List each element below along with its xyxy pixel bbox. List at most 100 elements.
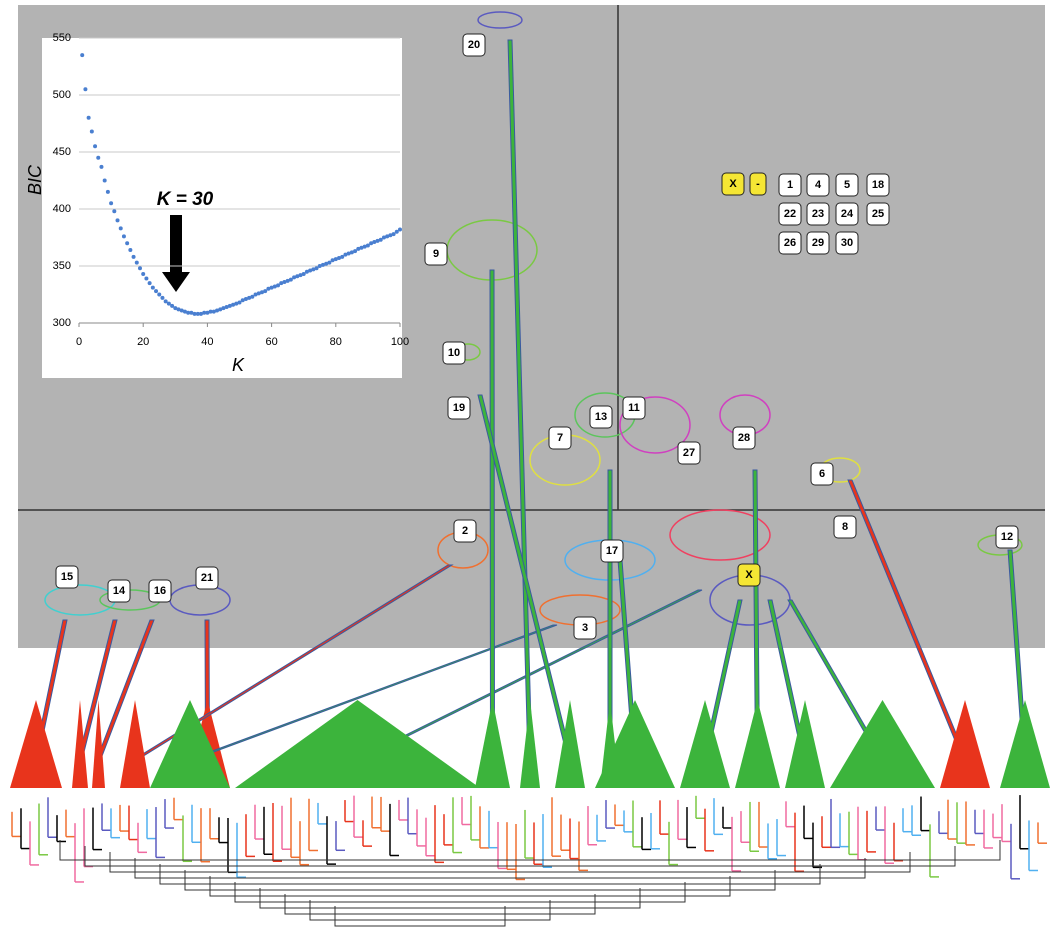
tree-branch — [159, 864, 821, 885]
legend-box — [806, 202, 830, 226]
point — [128, 248, 133, 253]
point — [189, 310, 194, 315]
legend-box — [721, 172, 745, 196]
point — [115, 218, 120, 223]
point — [118, 226, 123, 231]
cluster-label: 8 — [842, 521, 848, 533]
point — [154, 289, 159, 294]
x-axis-label: K — [232, 355, 245, 375]
point — [369, 241, 374, 246]
label-box — [589, 405, 613, 429]
legend-label: 18 — [872, 179, 884, 191]
point — [166, 301, 171, 306]
annotation: K = 30 — [157, 189, 214, 210]
legend-box — [835, 173, 859, 197]
point — [340, 254, 345, 259]
point — [333, 257, 338, 262]
legend-box — [866, 202, 890, 226]
y-tick-label: 450 — [53, 146, 71, 158]
point — [211, 309, 216, 314]
cluster-label: 12 — [1001, 531, 1013, 543]
clade-triangle — [555, 700, 585, 788]
y-tick-label: 300 — [53, 317, 71, 329]
point — [131, 254, 136, 259]
cluster-label: 3 — [582, 622, 588, 634]
cluster-label: 17 — [606, 545, 618, 557]
label-box — [195, 566, 219, 590]
legend-box — [806, 231, 830, 255]
point — [372, 240, 377, 245]
tree-branch — [334, 906, 506, 927]
point — [398, 227, 402, 232]
cluster-label: 10 — [448, 347, 460, 359]
point — [263, 289, 268, 294]
tree-branch — [284, 894, 596, 915]
point — [298, 273, 303, 278]
point — [83, 87, 88, 92]
point — [237, 300, 242, 305]
point — [301, 271, 306, 276]
y-tick-label: 550 — [53, 32, 71, 44]
point — [93, 144, 98, 149]
point — [330, 258, 335, 263]
tree-branch — [59, 840, 1001, 861]
point — [205, 310, 210, 315]
point — [272, 284, 277, 289]
point — [349, 250, 354, 255]
legend-label: 4 — [815, 179, 822, 191]
x-tick-label: 0 — [76, 336, 82, 348]
y-tick-label: 350 — [53, 260, 71, 272]
tree-branch — [309, 900, 551, 921]
cluster-label: 6 — [819, 468, 825, 480]
label-box — [462, 33, 486, 57]
point — [121, 234, 126, 239]
label-box — [424, 242, 448, 266]
point — [221, 306, 226, 311]
legend-box — [806, 173, 830, 197]
y-tick-label: 400 — [53, 203, 71, 215]
x-tick-label: 80 — [330, 336, 342, 348]
point — [160, 295, 165, 300]
point — [365, 243, 370, 248]
point — [218, 307, 223, 312]
label-box — [148, 579, 172, 603]
inset-chart: 300 350 400 450 500 550 0 20 40 60 80 100 — [53, 32, 410, 348]
legend-box — [778, 231, 802, 255]
clade-triangle — [940, 700, 990, 788]
tree-branch — [109, 852, 911, 873]
legend-box — [778, 173, 802, 197]
x-tick-label: 100 — [391, 336, 409, 348]
point — [279, 281, 284, 286]
label-box — [442, 341, 466, 365]
point — [391, 232, 396, 237]
point — [99, 164, 104, 169]
point — [362, 244, 367, 249]
clade-triangle — [785, 700, 825, 788]
tree-branch — [84, 846, 956, 867]
point — [179, 308, 184, 313]
point — [144, 276, 149, 281]
cluster-label: 20 — [468, 39, 480, 51]
point — [276, 283, 281, 288]
cluster-ellipse — [669, 509, 771, 561]
point — [231, 302, 236, 307]
inset-background — [42, 38, 402, 378]
legend-box — [835, 202, 859, 226]
label-box — [107, 579, 131, 603]
clade-triangle — [92, 700, 105, 788]
point — [288, 277, 293, 282]
clade-triangle — [680, 700, 730, 788]
cluster-label: 27 — [683, 447, 695, 459]
arrow — [162, 215, 190, 292]
legend-label: 23 — [812, 208, 824, 220]
legend-box — [866, 173, 890, 197]
clade-triangle — [120, 700, 150, 788]
point — [109, 201, 114, 206]
clade-triangle — [72, 700, 88, 788]
point — [137, 266, 142, 271]
legend-label: 30 — [841, 237, 853, 249]
point — [125, 241, 130, 246]
cluster-label: 28 — [738, 432, 750, 444]
point — [247, 295, 252, 300]
